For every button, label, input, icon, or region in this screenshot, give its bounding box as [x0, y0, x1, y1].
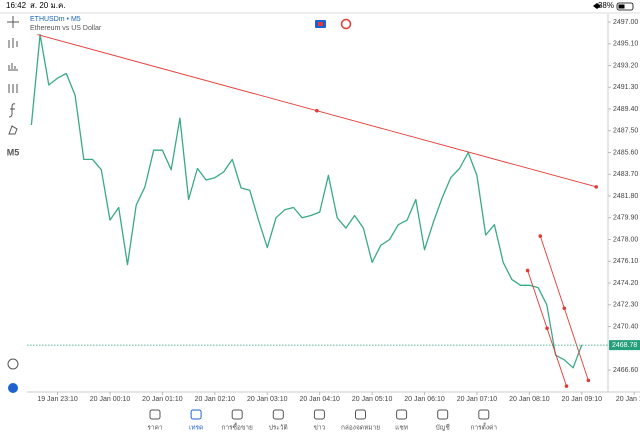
y-tick-label: 2493.20	[613, 62, 638, 69]
y-tick-label: 2481.80	[613, 193, 638, 200]
y-tick-label: 2495.10	[613, 41, 638, 48]
nav-item[interactable]: กล่องจดหมาย	[341, 409, 380, 432]
x-tick-label: 20 Jan 07:10	[457, 396, 498, 403]
trend-handle	[538, 234, 543, 238]
trend-handle	[594, 185, 599, 189]
nav-item[interactable]: ประวัติ	[269, 409, 288, 432]
indicators-tool[interactable]	[8, 84, 18, 93]
nav-label: บัญชี	[436, 424, 451, 432]
y-tick-label: 2472.30	[613, 302, 638, 309]
trend-handle	[562, 306, 567, 311]
nav-label: กล่องจดหมาย	[341, 425, 380, 432]
nav-icon	[231, 409, 243, 420]
x-tick-label: 20 Jan 06:10	[404, 396, 445, 403]
nav-item[interactable]: ราคา	[147, 409, 163, 432]
buy-icon-inner	[318, 22, 323, 26]
app-icon[interactable]	[8, 383, 18, 393]
y-tick-label: 2479.90	[613, 215, 638, 222]
y-tick-label: 2478.00	[613, 236, 638, 243]
nav-item[interactable]: บัญชี	[436, 409, 451, 432]
nav-label: ประวัติ	[269, 424, 288, 432]
y-tick-label: 2487.50	[613, 128, 638, 135]
candles-tool[interactable]	[8, 38, 18, 48]
battery-level	[618, 4, 625, 9]
symbol-name[interactable]: ETHUSDm • M5	[30, 16, 81, 23]
x-tick-label: 20 Jan 05:10	[352, 396, 393, 403]
nav-icon	[396, 409, 408, 420]
function-tool[interactable]	[8, 103, 16, 118]
y-tick-label: 2476.10	[613, 258, 638, 265]
nav-item[interactable]: การซื้อขาย	[222, 409, 253, 432]
y-tick-label: 2485.60	[613, 149, 638, 156]
crosshair-tool[interactable]	[7, 16, 19, 28]
trend-handle	[315, 108, 319, 113]
trend-handle	[586, 378, 591, 383]
x-tick-label: 20 Jan 01:10	[142, 396, 183, 403]
nav-icon	[149, 409, 161, 420]
x-tick-label: 19 Jan 23:10	[37, 396, 78, 403]
x-tick-label: 20 Jan 09:10	[562, 396, 603, 403]
y-tick-label: 2491.30	[613, 84, 638, 91]
last-price-box	[609, 340, 640, 351]
nav-item[interactable]: การตั้งค่า	[471, 409, 498, 432]
y-tick-label: 2489.40	[613, 106, 638, 113]
nav-icon	[313, 409, 325, 420]
y-tick-label: 2497.00	[613, 19, 638, 26]
nav-label: แชท	[395, 425, 408, 432]
bottom-nav: ราคา เทรด การซื้อขาย ประวัติ ข่าว กล่องจดหมาย…	[147, 409, 498, 432]
sell-icon[interactable]	[340, 18, 352, 30]
y-tick-label: 2470.40	[613, 323, 638, 330]
trend-handle	[564, 384, 569, 388]
nav-label: การซื้อขาย	[222, 423, 253, 432]
battery-icon	[616, 2, 634, 11]
y-tick-label: 2466.60	[613, 367, 638, 374]
trend-handle	[525, 268, 530, 273]
y-tick-label: 2483.70	[613, 171, 638, 178]
nav-item[interactable]: แชท	[395, 409, 408, 432]
y-tick-label: 2474.20	[613, 280, 638, 287]
nav-label: ราคา	[147, 425, 162, 432]
nav-icon	[355, 409, 366, 420]
status-battery: 38%	[598, 1, 614, 10]
wifi-icon	[593, 3, 601, 9]
x-tick-label: 20 Jan 08:10	[509, 396, 550, 403]
nav-label: เทรด	[189, 425, 203, 432]
status-time: 16:42	[6, 1, 27, 10]
nav-label: การตั้งค่า	[471, 423, 498, 432]
nav-icon	[272, 409, 284, 420]
nav-icon	[437, 409, 449, 420]
x-tick-label: 20 Jan 02:10	[195, 396, 236, 403]
zoom-tool[interactable]	[7, 358, 19, 370]
status-date: ส. 20 ม.ค.	[30, 1, 66, 10]
trend-handle	[545, 326, 549, 331]
x-tick-label: 20 Jan 04:10	[299, 396, 340, 403]
bars-tool[interactable]	[8, 63, 18, 71]
timeframe[interactable]: M5	[7, 147, 20, 157]
symbol-description: Ethereum vs US Dollar	[30, 25, 102, 32]
x-tick-label: 20 Jan 10:1	[616, 396, 640, 403]
nav-item[interactable]: ข่าว	[313, 409, 326, 432]
last-price-label: 2468.78	[612, 342, 637, 349]
nav-icon	[190, 409, 202, 420]
nav-label: ข่าว	[314, 425, 326, 432]
x-tick-label: 20 Jan 00:10	[90, 396, 131, 403]
x-tick-label: 20 Jan 03:10	[247, 396, 288, 403]
shapes-tool[interactable]	[8, 125, 18, 135]
price-line	[30, 33, 583, 369]
nav-icon	[478, 409, 490, 420]
nav-item[interactable]: เทรด	[189, 409, 203, 432]
